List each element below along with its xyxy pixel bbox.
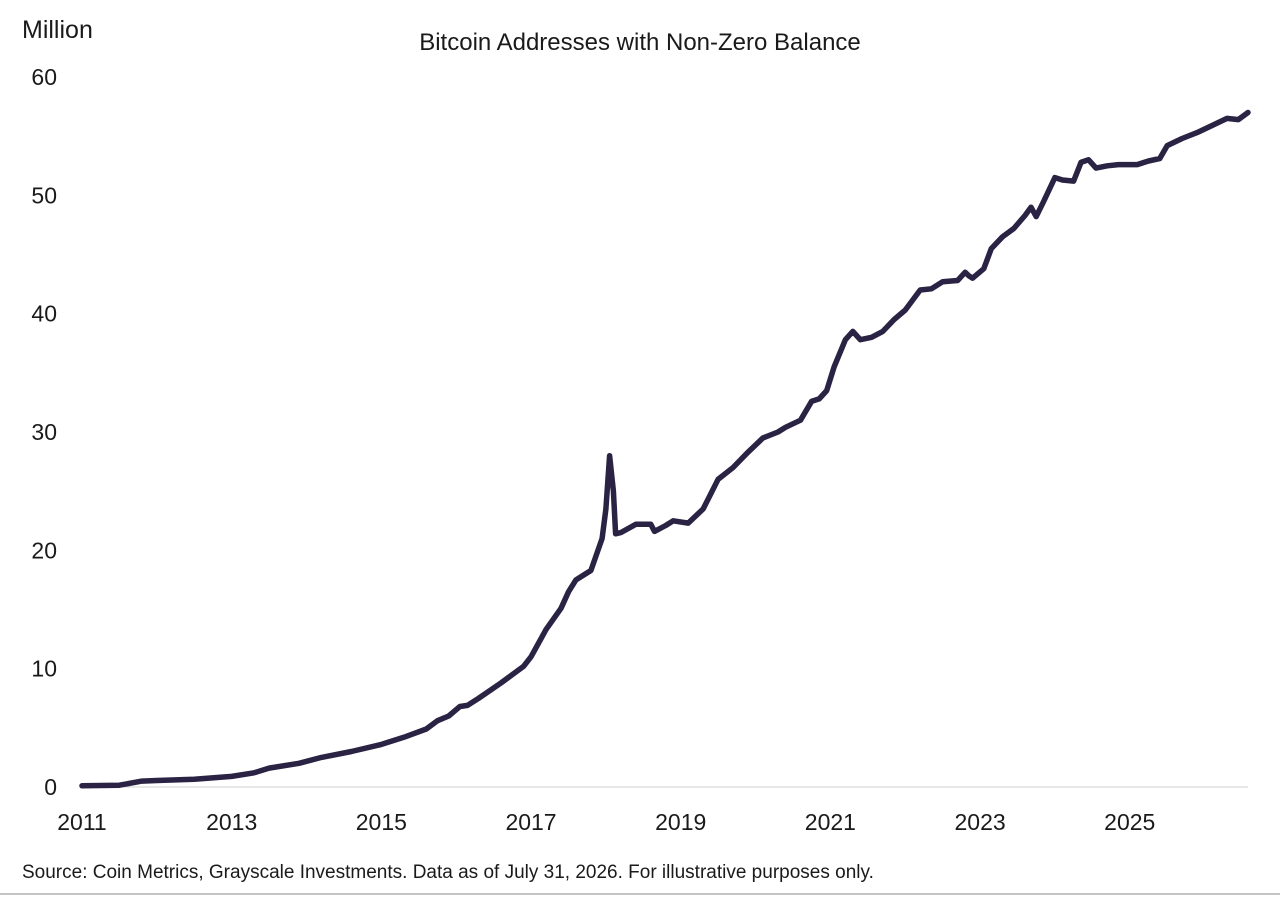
y-tick-label: 40 <box>31 301 57 327</box>
x-tick-label: 2013 <box>206 809 257 835</box>
x-tick-label: 2021 <box>805 809 856 835</box>
y-axis-unit-label: Million <box>22 16 93 44</box>
x-tick-label: 2025 <box>1104 809 1155 835</box>
x-tick-label: 2017 <box>505 809 556 835</box>
x-tick-label: 2011 <box>57 809 106 835</box>
chart-title: Bitcoin Addresses with Non-Zero Balance <box>419 29 861 56</box>
y-tick-label: 10 <box>31 656 57 682</box>
y-tick-label: 60 <box>31 64 57 90</box>
x-tick-label: 2023 <box>954 809 1005 835</box>
y-tick-label: 0 <box>44 774 57 800</box>
x-tick-label: 2019 <box>655 809 706 835</box>
x-axis-ticks: 2011 2013 2015 2017 2019 2021 2023 2025 <box>57 809 1155 835</box>
source-note: Source: Coin Metrics, Grayscale Investme… <box>22 862 874 883</box>
y-tick-label: 20 <box>31 537 57 563</box>
y-tick-label: 50 <box>31 182 57 208</box>
x-tick-label: 2015 <box>356 809 407 835</box>
y-tick-label: 30 <box>31 419 57 445</box>
y-axis-ticks: 0 10 20 30 40 50 60 <box>31 64 57 800</box>
series-line <box>79 109 1251 789</box>
